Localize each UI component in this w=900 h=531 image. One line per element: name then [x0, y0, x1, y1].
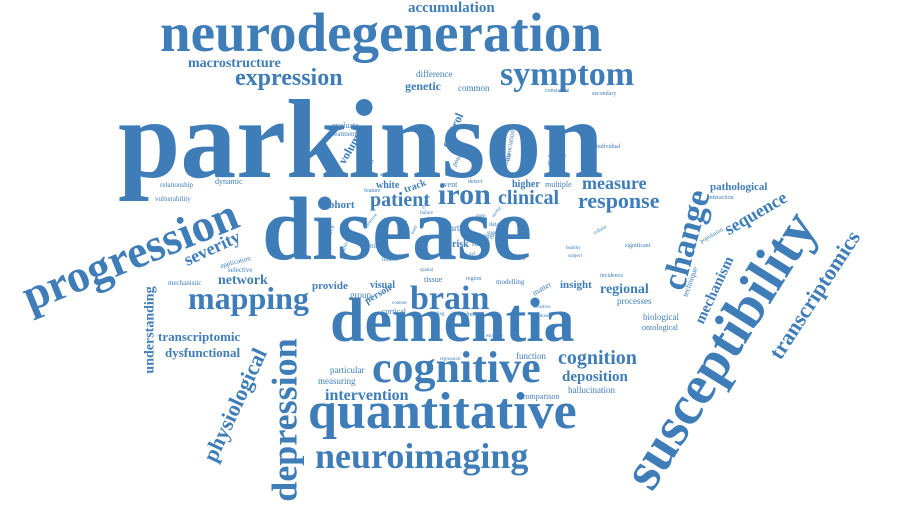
word-visual: visual: [370, 280, 396, 291]
word-selective: selective: [228, 266, 253, 274]
word-function: function: [516, 351, 546, 361]
word-particular: particular: [330, 365, 365, 375]
word-region: region: [466, 276, 482, 282]
word-regression: regression: [440, 357, 461, 362]
word-cellular: cellular: [592, 224, 608, 236]
word-expression: expression: [235, 65, 343, 91]
word-finding: finding: [430, 312, 445, 317]
word-multiple: multiple: [545, 180, 572, 189]
word-analyse: analyse: [380, 173, 395, 178]
word-data: data: [489, 222, 499, 228]
word-relate: relate: [396, 220, 408, 225]
word-regional: regional: [600, 282, 649, 297]
word-effect: effect: [512, 256, 526, 262]
word-parkinson: parkinson: [118, 78, 604, 202]
word-vulnerability: vulnerability: [155, 195, 191, 203]
word-dementia: dementia: [330, 287, 575, 355]
word-transcriptomic: transcriptomic: [158, 329, 241, 344]
word-neurodegeneration: neurodegeneration: [160, 2, 603, 63]
word-comparison: comparison: [522, 392, 560, 401]
word-depression: depression: [264, 338, 305, 502]
word-detect: detect: [468, 179, 483, 185]
word-quantitative: quantitative: [308, 383, 577, 440]
word-more: more: [472, 239, 489, 248]
word-content: content: [392, 301, 407, 306]
word-most: most: [476, 214, 486, 219]
word-interaction: interaction: [708, 195, 734, 201]
word-hallucination: hallucination: [568, 385, 615, 395]
word-response: response: [578, 188, 660, 213]
word-evaluate: evaluate: [332, 121, 359, 130]
word-processes: processes: [617, 296, 652, 306]
word-cognition: cognition: [558, 347, 637, 369]
word-spatial: spatial: [420, 268, 434, 273]
word-iron: iron: [438, 178, 491, 211]
word-consistent: consistent: [545, 88, 569, 94]
word-atrophy: atrophy: [548, 153, 567, 159]
word-intervention: intervention: [325, 387, 409, 404]
word-estimate: estimate: [486, 334, 503, 339]
word-neuroimaging: neuroimaging: [315, 436, 529, 476]
word-score: score: [475, 231, 494, 241]
word-brain: brain: [410, 280, 490, 317]
word-deposition: deposition: [562, 369, 628, 385]
word-genetic: genetic: [405, 79, 441, 93]
word-mechanistic: mechanistic: [168, 279, 202, 287]
word-subject: subject: [568, 254, 583, 259]
word-accumulation: accumulation: [408, 0, 495, 16]
word-linked: linked: [382, 257, 397, 263]
word-dynamic: dynamic: [215, 177, 243, 186]
word-cohort: cohort: [324, 199, 355, 211]
word-promise: promise: [533, 314, 550, 319]
word-understanding: understanding: [142, 286, 158, 374]
word-risk: risk: [452, 239, 469, 250]
word-relationship: relationship: [160, 181, 194, 189]
word-insight: insight: [560, 279, 592, 291]
word-biological: biological: [643, 312, 679, 322]
word-ontological: ontological: [642, 323, 678, 332]
word-disease: disease: [262, 180, 532, 279]
word-feature: feature: [364, 188, 381, 194]
word-tissue: tissue: [424, 275, 443, 284]
word-macrostructure: macrostructure: [188, 56, 281, 71]
word-secondary: secondary: [592, 91, 617, 97]
word-modelling: modelling: [496, 278, 525, 286]
word-profile: profile: [362, 244, 378, 250]
word-patient: patient: [370, 189, 430, 211]
word-healthy: healthy: [566, 246, 581, 251]
word-art: art: [450, 223, 460, 233]
word-failure: failure: [420, 211, 434, 216]
word-provide: provide: [312, 280, 348, 292]
word-cognitive: cognitive: [372, 343, 541, 392]
word-cortical: cortical: [382, 307, 406, 316]
word-pattern: pattern: [548, 160, 565, 166]
word-higher: higher: [512, 179, 540, 190]
word-symptom: symptom: [500, 56, 635, 93]
word-treatment: treatment: [330, 130, 357, 138]
word-group: group: [350, 290, 371, 300]
word-network: network: [218, 273, 268, 288]
word-common: common: [458, 83, 490, 93]
word-physiological: physiological: [197, 344, 272, 466]
word-individual: individual: [596, 144, 621, 150]
word-incidence: incidence: [600, 273, 623, 279]
word-pathological: pathological: [710, 181, 768, 193]
word-mapping: mapping: [188, 280, 309, 316]
word-sensitive: sensitive: [533, 305, 551, 310]
word-clinical: clinical: [498, 187, 560, 209]
word-measure: measure: [582, 173, 647, 193]
word-decline: decline: [458, 312, 476, 318]
word-significant: significant: [625, 243, 651, 249]
word-white: white: [376, 180, 400, 191]
word-measuring: measuring: [318, 376, 356, 386]
word-event: event: [440, 180, 458, 189]
word-difference: difference: [416, 69, 453, 79]
word-dysfunctional: dysfunctional: [165, 345, 241, 360]
word-stage: stage: [487, 231, 498, 236]
